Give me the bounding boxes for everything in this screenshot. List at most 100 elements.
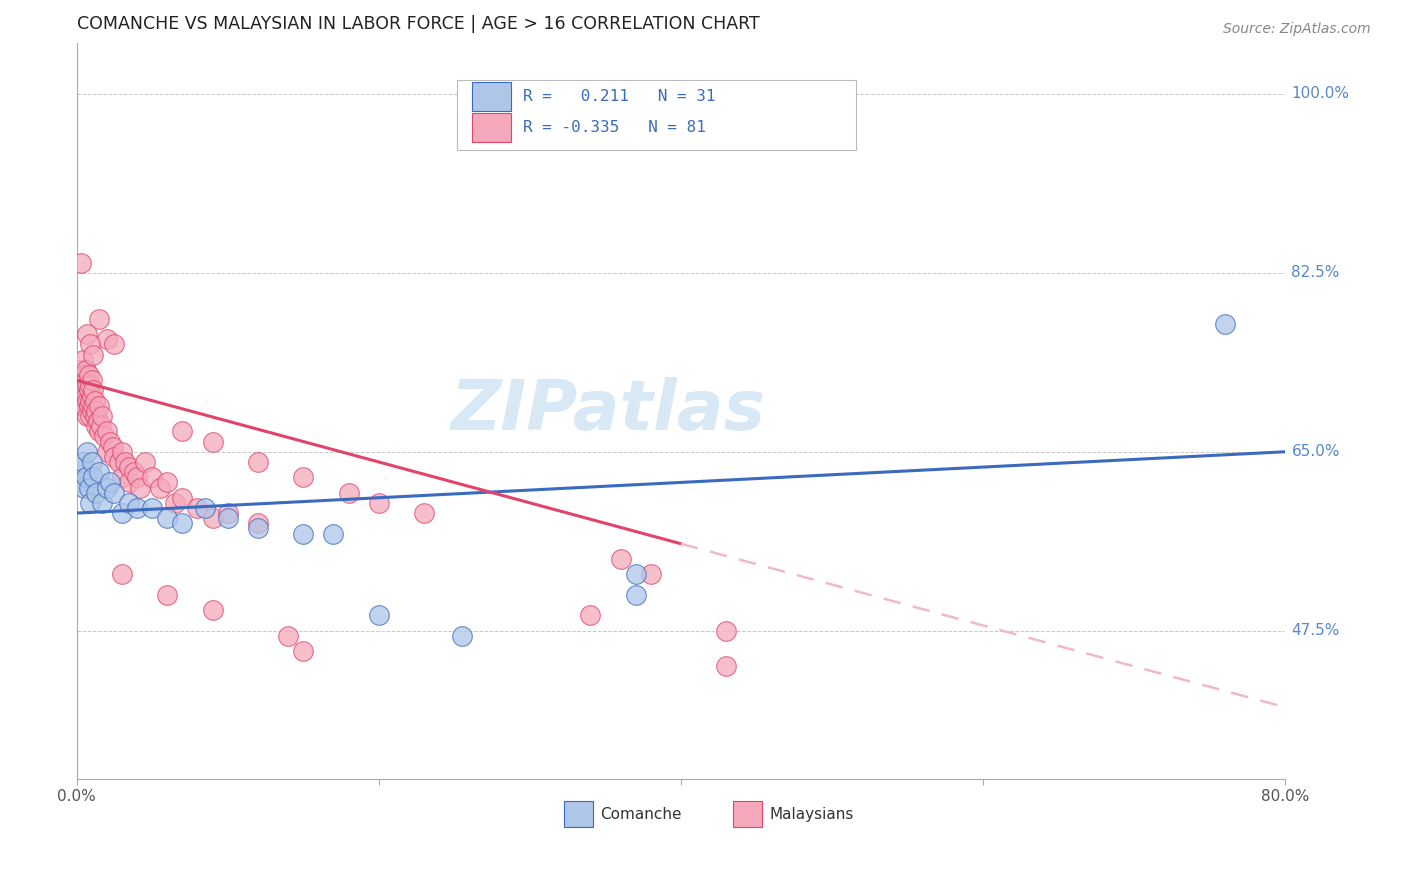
Point [129, 481, 152, 495]
Bar [733, 801, 762, 827]
Point [79, 393, 101, 408]
Point [624, 567, 647, 582]
Point [118, 460, 141, 475]
Point [83, 409, 105, 423]
Point [82, 348, 104, 362]
Text: ZIPatlas: ZIPatlas [451, 377, 766, 444]
Point [322, 526, 344, 541]
Point [69, 384, 91, 398]
Point [91, 409, 114, 423]
Point [76, 409, 98, 423]
Point [579, 608, 602, 623]
Point [84, 404, 107, 418]
Point [337, 485, 360, 500]
Bar [564, 801, 593, 827]
Point [89, 425, 111, 439]
Point [111, 506, 134, 520]
Point [82, 470, 104, 484]
Point [86, 414, 108, 428]
Point [77, 399, 100, 413]
Point [84, 485, 107, 500]
Point [98, 434, 121, 449]
Point [246, 516, 269, 531]
Point [450, 629, 472, 643]
Bar [472, 112, 510, 142]
Point [72, 399, 94, 413]
Point [76, 393, 98, 408]
Point [103, 485, 125, 500]
Point [156, 511, 179, 525]
Point [82, 399, 104, 413]
Point [73, 481, 96, 495]
Point [172, 425, 194, 439]
Point [367, 608, 389, 623]
Point [98, 475, 121, 490]
Point [80, 388, 103, 402]
Point [79, 378, 101, 392]
Point [73, 384, 96, 398]
Point [79, 337, 101, 351]
Point [122, 465, 145, 479]
Point [217, 506, 239, 520]
Point [80, 455, 103, 469]
Point [201, 434, 224, 449]
Point [640, 567, 662, 582]
Point [80, 404, 103, 418]
Point [79, 496, 101, 510]
Point [292, 470, 315, 484]
Bar [457, 79, 856, 150]
Point [89, 465, 111, 479]
Point [246, 521, 269, 535]
Point [156, 475, 179, 490]
Point [141, 470, 163, 484]
Point [96, 425, 118, 439]
Point [118, 496, 141, 510]
Point [76, 378, 98, 392]
Text: R = -0.335   N = 81: R = -0.335 N = 81 [523, 120, 706, 135]
Text: 65.0%: 65.0% [1292, 444, 1340, 459]
Point [84, 419, 107, 434]
Point [75, 363, 97, 377]
Point [75, 373, 97, 387]
Point [103, 450, 125, 464]
Point [194, 500, 217, 515]
Point [96, 332, 118, 346]
Point [292, 526, 315, 541]
Point [93, 429, 115, 443]
Point [90, 419, 112, 434]
Point [80, 373, 103, 387]
Point [118, 475, 141, 490]
Point [413, 506, 436, 520]
Point [91, 496, 114, 510]
Point [367, 496, 389, 510]
Point [83, 393, 105, 408]
Point [624, 588, 647, 602]
Point [96, 444, 118, 458]
Point [217, 511, 239, 525]
Point [172, 491, 194, 505]
Point [69, 363, 91, 377]
Text: Source: ZipAtlas.com: Source: ZipAtlas.com [1223, 22, 1371, 37]
Text: Comanche: Comanche [600, 806, 682, 822]
Point [111, 444, 134, 458]
Point [82, 384, 104, 398]
Point [149, 481, 172, 495]
Point [76, 327, 98, 342]
Point [141, 500, 163, 515]
Bar [472, 82, 510, 112]
Text: 82.5%: 82.5% [1292, 266, 1340, 280]
Point [77, 368, 100, 383]
Text: COMANCHE VS MALAYSIAN IN LABOR FORCE | AGE > 16 CORRELATION CHART: COMANCHE VS MALAYSIAN IN LABOR FORCE | A… [76, 15, 759, 33]
Text: 47.5%: 47.5% [1292, 624, 1340, 638]
Point [75, 388, 97, 402]
Point [76, 444, 98, 458]
Point [77, 384, 100, 398]
Point [186, 500, 208, 515]
Text: Malaysians: Malaysians [769, 806, 853, 822]
Text: 100.0%: 100.0% [1292, 87, 1350, 102]
Point [125, 500, 148, 515]
Point [292, 644, 315, 658]
Point [70, 388, 93, 402]
Point [125, 470, 148, 484]
Point [111, 567, 134, 582]
